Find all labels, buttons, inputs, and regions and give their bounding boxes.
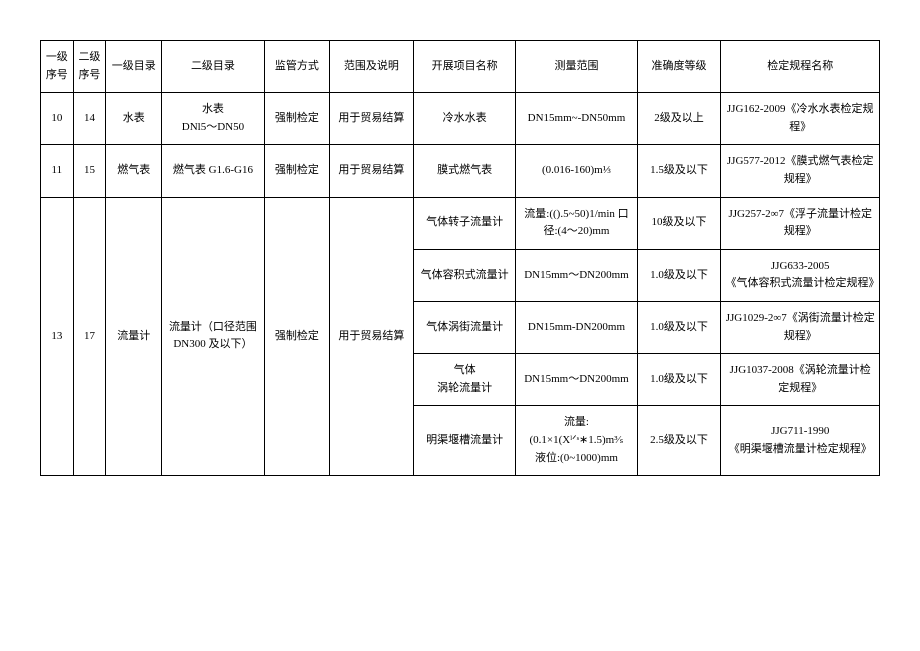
table-row: 10 14 水表 水表DNl5～DN50 强制检定 用于贸易结算 冷水水表 DN… [41,93,880,145]
cell: 流量计（口径范围DN300 及以下） [162,197,265,476]
cell: 1.5级及以下 [637,145,721,197]
cell: 13 [41,197,74,476]
cell: 10级及以下 [637,197,721,249]
cell: 流量计 [106,197,162,476]
table-row: 11 15 燃气表 燃气表 G1.6-G16 强制检定 用于贸易结算 膜式燃气表… [41,145,880,197]
header-col2: 二级序号 [73,41,106,93]
cell: DN15mm-DN200mm [516,301,637,353]
cell: 气体涡轮流量计 [413,354,516,406]
cell: 水表DNl5～DN50 [162,93,265,145]
cell: 冷水水表 [413,93,516,145]
cell: 气体转子流量计 [413,197,516,249]
table-row: 13 17 流量计 流量计（口径范围DN300 及以下） 强制检定 用于贸易结算… [41,197,880,249]
cell: JJG1037-2008《涡轮流量计检定规程》 [721,354,880,406]
header-col5: 监管方式 [264,41,329,93]
cell: 11 [41,145,74,197]
cell: 10 [41,93,74,145]
cell: DN15mm~-DN50mm [516,93,637,145]
cell: DN15mm～DN200mm [516,354,637,406]
cell: 气体容积式流量计 [413,249,516,301]
cell: 强制检定 [264,197,329,476]
cell: JJG711-1990《明渠堰槽流量计检定规程》 [721,406,880,476]
header-col7: 开展项目名称 [413,41,516,93]
cell: (0.016-160)m⅓ [516,145,637,197]
cell: 流量:(().5~50)1/min 口径:(4～20)mm [516,197,637,249]
cell: JJG1029-2∞7《涡街流量计检定规程》 [721,301,880,353]
cell: 流量:(0.1×1(Xˡᐟˢ∗1.5)m³⁄ₛ液位:(0~1000)mm [516,406,637,476]
header-col8: 测量范围 [516,41,637,93]
cell: 强制检定 [264,93,329,145]
cell: JJG577-2012《膜式燃气表检定规程》 [721,145,880,197]
verification-table: 一级序号 二级序号 一级目录 二级目录 监管方式 范围及说明 开展项目名称 测量… [40,40,880,476]
cell: JJG257-2∞7《浮子流量计检定规程》 [721,197,880,249]
cell: 17 [73,197,106,476]
cell: 1.0级及以下 [637,249,721,301]
cell: 气体涡街流量计 [413,301,516,353]
cell: 用于贸易结算 [329,145,413,197]
cell: 用于贸易结算 [329,197,413,476]
header-col9: 准确度等级 [637,41,721,93]
cell: 1.0级及以下 [637,301,721,353]
cell: 燃气表 G1.6-G16 [162,145,265,197]
cell: 15 [73,145,106,197]
cell: 水表 [106,93,162,145]
cell: 14 [73,93,106,145]
cell: JJG633-2005《气体容积式流量计检定规程》 [721,249,880,301]
header-row: 一级序号 二级序号 一级目录 二级目录 监管方式 范围及说明 开展项目名称 测量… [41,41,880,93]
cell: 1.0级及以下 [637,354,721,406]
cell: 用于贸易结算 [329,93,413,145]
header-col6: 范围及说明 [329,41,413,93]
cell: 2级及以上 [637,93,721,145]
cell: 2.5级及以下 [637,406,721,476]
header-col4: 二级目录 [162,41,265,93]
header-col3: 一级目录 [106,41,162,93]
header-col10: 检定规程名称 [721,41,880,93]
cell: 燃气表 [106,145,162,197]
cell: 强制检定 [264,145,329,197]
cell: JJG162-2009《冷水水表检定规程》 [721,93,880,145]
cell: DN15mm～DN200mm [516,249,637,301]
cell: 明渠堰槽流量计 [413,406,516,476]
header-col1: 一级序号 [41,41,74,93]
cell: 膜式燃气表 [413,145,516,197]
